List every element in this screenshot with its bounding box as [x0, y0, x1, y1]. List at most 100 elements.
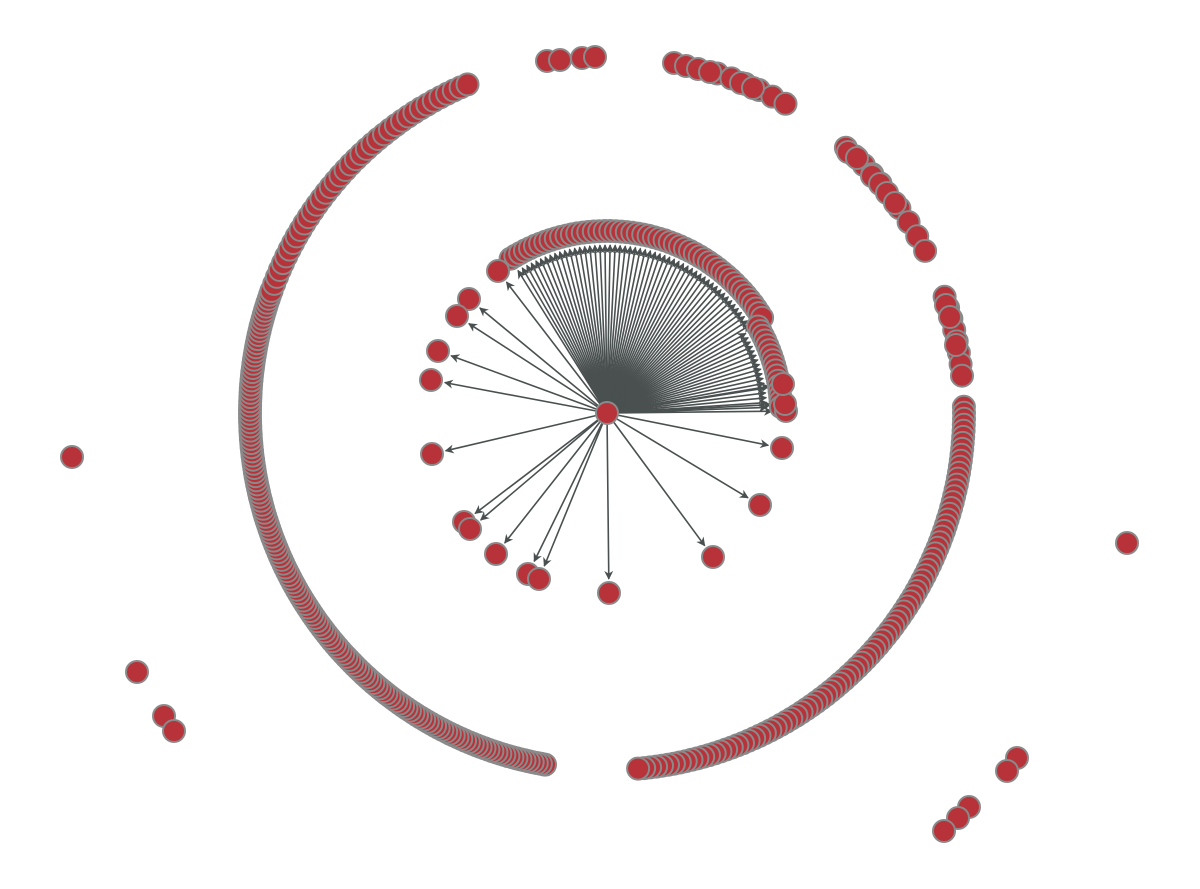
hub-edge-arrow [606, 276, 706, 414]
hub-edge-arrow [606, 341, 752, 414]
inner-target-node[interactable] [527, 567, 551, 591]
hub-edge-arrow [606, 320, 749, 414]
hub-edge-arrow [606, 260, 680, 414]
hub-edge-arrow [606, 244, 620, 414]
outer-ring-nodes [238, 45, 976, 781]
outlier-node[interactable] [932, 819, 956, 843]
hub-edge-arrow [606, 247, 644, 414]
hub-edge-arrow [606, 393, 768, 414]
hub-edge-arrow [606, 336, 749, 414]
ring-node[interactable] [741, 76, 765, 100]
hub-edge-arrow [606, 252, 662, 414]
hub-edge-arrow [504, 412, 608, 544]
inner-target-node[interactable] [426, 339, 450, 363]
hub-edge-arrow [606, 258, 676, 414]
hub-edge-arrow [606, 265, 689, 414]
inner-target-node[interactable] [457, 287, 481, 311]
inner-target-node[interactable] [419, 368, 443, 392]
ring-node[interactable] [944, 333, 968, 357]
outlier-node[interactable] [1115, 531, 1139, 555]
ring-node[interactable] [548, 48, 572, 72]
hub-edge-arrow [571, 247, 608, 414]
inner-target-node[interactable] [701, 545, 725, 569]
ring-node[interactable] [773, 91, 798, 116]
ring-node[interactable] [913, 238, 938, 263]
hub-edge-arrow [606, 248, 648, 414]
hub-edge-arrow [479, 307, 608, 414]
hub-edge-arrow [606, 375, 765, 414]
hub-edge-arrow [606, 362, 761, 414]
hub-edge-arrow [606, 412, 749, 499]
ring-node[interactable] [938, 305, 962, 329]
outlier-node[interactable] [995, 759, 1019, 783]
hub-edge-arrow [606, 324, 751, 414]
hub-edge-arrow [606, 267, 694, 414]
hub-edge-arrow [468, 322, 608, 414]
outlier-node[interactable] [60, 445, 84, 469]
outlier-node[interactable] [125, 660, 149, 684]
hub-edge-arrow [606, 412, 770, 449]
inner-target-node[interactable] [420, 442, 444, 466]
hub-edge-arrow [606, 245, 629, 414]
hub-edge-arrow [606, 366, 762, 414]
hub-edge-arrow [535, 259, 608, 414]
hub-edge-arrow [606, 262, 685, 414]
inner-target-node[interactable] [748, 493, 772, 517]
inner-target-node[interactable] [773, 392, 797, 416]
outlier-node[interactable] [162, 719, 186, 743]
hub-edge-arrow [548, 254, 608, 414]
hub-edge-arrow [606, 251, 658, 414]
inner-target-node[interactable] [484, 542, 508, 566]
outlier-nodes [60, 445, 1139, 843]
hub-edge-arrow [586, 245, 608, 414]
hub-edge-arrow [450, 354, 608, 414]
hub-edge-arrow [553, 252, 608, 414]
ring-node[interactable] [845, 146, 869, 170]
hub-edge-arrow [606, 311, 743, 414]
inner-target-nodes [419, 219, 798, 605]
hub-node[interactable] [595, 401, 619, 425]
hub-edge-arrow [606, 292, 726, 414]
hub-edge-arrow [606, 296, 730, 414]
hub-edge-arrow [606, 389, 767, 414]
hub-edge-arrow [606, 412, 706, 547]
hub-edge-arrow [606, 279, 711, 414]
inner-target-node[interactable] [770, 436, 794, 460]
hub-edge-arrow [505, 281, 608, 414]
ring-node[interactable] [698, 60, 722, 84]
hub-edge-arrow [526, 264, 608, 414]
hub-edge-arrow [533, 412, 608, 563]
hub-edge-arrow [590, 244, 608, 414]
hub-edge-arrow [606, 406, 773, 416]
hub-edge-arrow [606, 289, 722, 414]
hub-edges [443, 244, 773, 580]
hub-edge-arrow [443, 379, 608, 414]
hub-edge-arrow [606, 371, 763, 414]
hub-edge-arrow [600, 244, 610, 414]
hub-edge-arrow [604, 412, 614, 580]
hub-edge-arrow [557, 250, 608, 414]
ring-node[interactable] [626, 756, 651, 781]
inner-target-node[interactable] [597, 581, 621, 605]
ring-node[interactable] [583, 45, 607, 69]
hub-edge-arrow [606, 383, 771, 414]
ring-node[interactable] [883, 191, 907, 215]
hub-edge-arrow [543, 255, 608, 414]
inner-target-node[interactable] [445, 304, 469, 328]
hub-edge-arrow [581, 245, 608, 414]
ring-node[interactable] [455, 72, 480, 97]
hub-edge-arrow [606, 254, 667, 414]
hub-edge-arrow [606, 270, 698, 414]
inner-target-node[interactable] [458, 517, 482, 541]
hub-node[interactable] [595, 401, 619, 425]
hub-edge-arrow [567, 248, 608, 414]
inner-target-node[interactable] [486, 259, 510, 283]
hub-edge-arrow [606, 354, 758, 414]
hub-edge-arrow [606, 349, 756, 414]
hub-edge-arrow [606, 299, 733, 414]
hub-edge-arrow [530, 262, 608, 414]
hub-edge-arrow [606, 273, 702, 414]
inner-target-node[interactable] [771, 372, 795, 396]
ring-node[interactable] [950, 363, 974, 388]
